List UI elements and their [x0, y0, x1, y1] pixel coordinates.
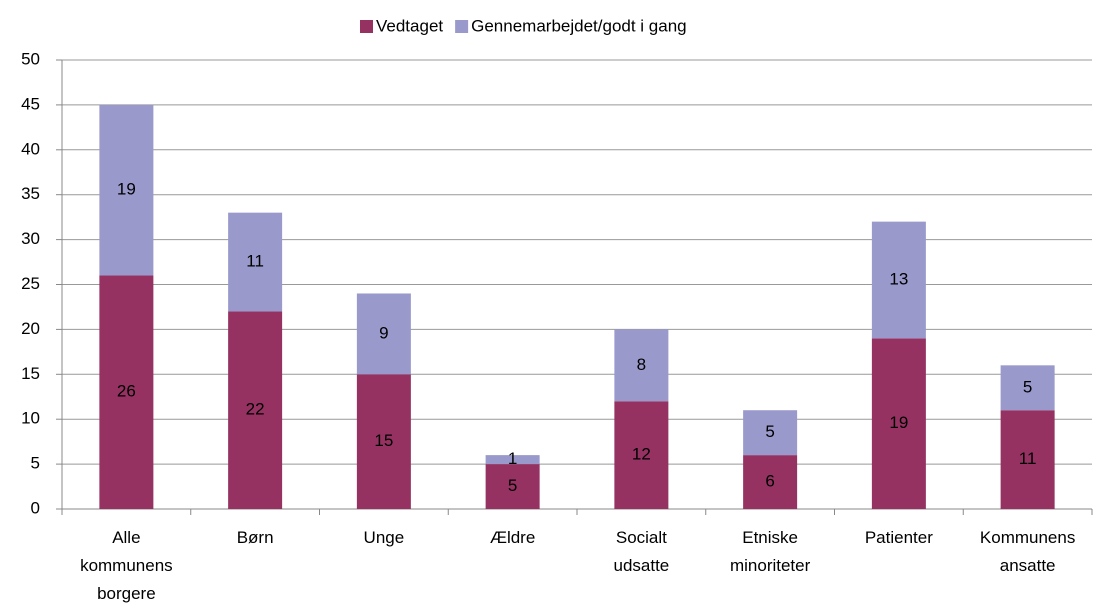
y-tick-label: 45 — [21, 94, 40, 113]
bar-segment — [228, 212, 283, 312]
x-tick-label: Unge — [364, 528, 405, 547]
bar-segment — [485, 455, 540, 465]
x-tick-label: Ældre — [490, 528, 535, 547]
bar-segment — [99, 275, 154, 509]
bar-segment — [356, 293, 411, 375]
bar-segment — [743, 455, 798, 509]
legend-label: Vedtaget — [376, 16, 443, 35]
x-tick-label: Kommunens ansatte — [980, 528, 1075, 575]
x-tick-label: Børn — [237, 528, 274, 547]
bar-segment — [356, 374, 411, 509]
x-tick-line: Patienter — [865, 528, 933, 547]
y-tick-label: 25 — [21, 274, 40, 293]
x-tick-line: Alle — [112, 528, 140, 547]
x-tick-label: Socialt udsatte — [613, 528, 669, 575]
y-tick-label: 50 — [21, 49, 40, 68]
value-label: 19 — [117, 180, 136, 199]
y-tick-label: 35 — [21, 184, 40, 203]
value-label: 6 — [765, 472, 774, 491]
x-tick-line: Unge — [364, 528, 405, 547]
y-tick-label: 15 — [21, 364, 40, 383]
value-label: 12 — [632, 445, 651, 464]
bar-segment — [614, 401, 669, 509]
value-label: 1 — [508, 449, 517, 468]
value-label: 5 — [765, 422, 774, 441]
bar-segment — [614, 329, 669, 402]
value-label: 9 — [379, 323, 388, 342]
x-tick-line: Ældre — [490, 528, 535, 547]
value-label: 22 — [246, 400, 265, 419]
bar-segment — [485, 464, 540, 509]
legend-swatch — [455, 20, 469, 33]
y-tick-label: 10 — [21, 409, 40, 428]
x-tick-line: kommunens — [80, 556, 173, 575]
value-label: 8 — [637, 355, 646, 374]
x-tick-line: Socialt — [616, 528, 667, 547]
bar-segment — [871, 221, 926, 339]
y-tick-label: 20 — [21, 319, 40, 338]
x-tick-line: minoriteter — [730, 556, 811, 575]
y-tick-label: 30 — [21, 229, 40, 248]
value-label: 26 — [117, 382, 136, 401]
bar-segment — [743, 410, 798, 456]
x-tick-line: ansatte — [1000, 556, 1056, 575]
x-tick-label: Patienter — [865, 528, 933, 547]
value-label: 19 — [889, 413, 908, 432]
x-tick-line: udsatte — [613, 556, 669, 575]
y-tick-label: 40 — [21, 139, 40, 158]
bar-segment — [871, 338, 926, 509]
bar-segment — [1000, 410, 1055, 509]
bar-segment — [1000, 365, 1055, 411]
value-label: 13 — [889, 269, 908, 288]
x-tick-line: Kommunens — [980, 528, 1075, 547]
value-label: 15 — [374, 431, 393, 450]
bar-segment — [99, 104, 154, 276]
legend-swatch — [360, 20, 373, 33]
value-label: 11 — [1019, 449, 1037, 468]
x-tick-label: Alle kommunens borgere — [80, 528, 173, 603]
value-label: 11 — [246, 252, 264, 271]
legend-label: Gennemarbejdet/godt i gang — [471, 16, 687, 35]
bar-segment — [228, 311, 283, 509]
value-label: 5 — [1023, 377, 1032, 396]
x-tick-line: Børn — [237, 528, 274, 547]
x-tick-line: borgere — [97, 584, 156, 603]
value-label: 5 — [508, 476, 517, 495]
x-tick-label: Etniske minoriteter — [730, 528, 811, 575]
x-tick-line: Etniske — [742, 528, 798, 547]
y-tick-label: 0 — [31, 498, 40, 517]
y-tick-label: 5 — [31, 454, 40, 473]
